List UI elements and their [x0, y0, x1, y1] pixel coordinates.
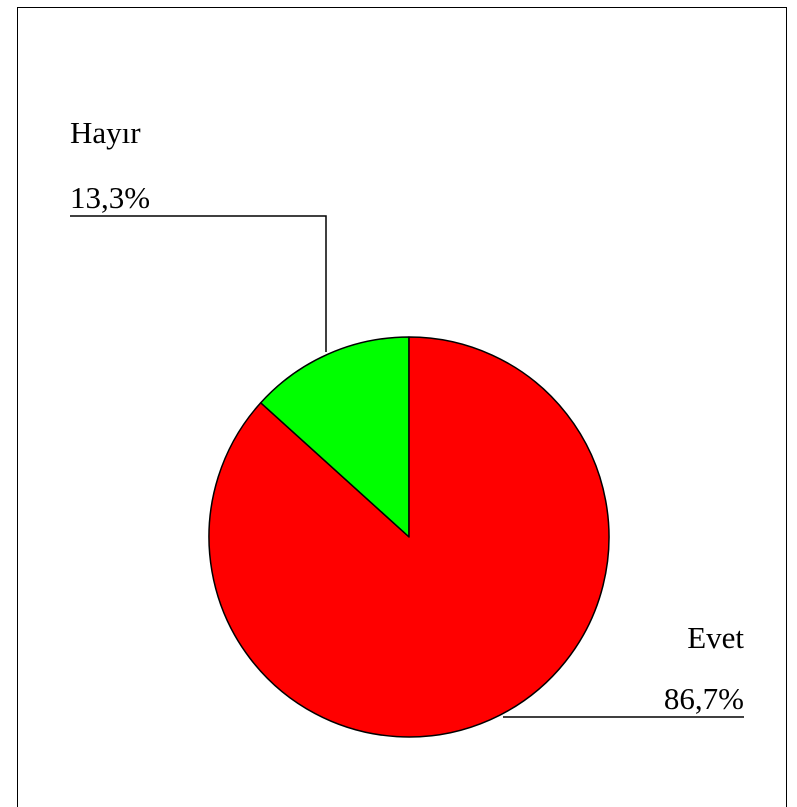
pie-slices [208, 336, 610, 738]
slice-labels: Hayır 13,3% Evet 86,7% [70, 115, 744, 716]
slice-label-hayir-value: 13,3% [70, 180, 150, 215]
pie-slice-hay-r [259, 336, 410, 538]
slice-label-evet-value: 86,7% [664, 681, 744, 716]
slice-label-evet-name: Evet [687, 620, 744, 655]
leader-line-hayir [70, 215, 327, 352]
leader-lines [70, 215, 744, 718]
slice-label-hayir-name: Hayır [70, 115, 141, 150]
pie-slice-evet [208, 336, 610, 738]
